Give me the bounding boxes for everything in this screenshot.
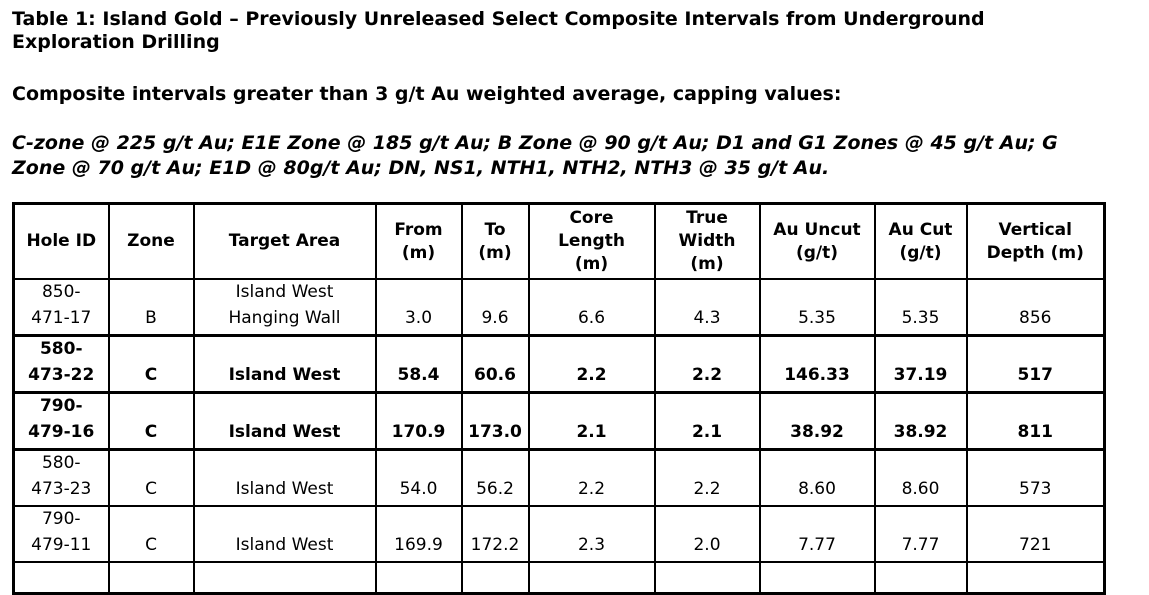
cell-zone: C <box>107 448 195 508</box>
cell-from: 58.4 <box>374 334 463 395</box>
cell-core-length: 2.2 <box>527 448 656 508</box>
cell-au-uncut: 7.77 <box>758 505 876 564</box>
cell-to: 172.2 <box>460 505 530 564</box>
cell-from: 169.9 <box>374 505 463 564</box>
table-subtitle: Composite intervals greater than 3 g/t A… <box>12 83 842 106</box>
table-row-partial-clipped <box>12 561 1106 595</box>
cell-au-uncut: 146.33 <box>758 334 876 395</box>
column-header-from: From (m) <box>374 202 463 281</box>
cell-from: 170.9 <box>374 391 463 452</box>
cell-target-area: Island West <box>192 334 377 395</box>
capping-values-note: C-zone @ 225 g/t Au; E1E Zone @ 185 g/t … <box>12 132 1058 180</box>
table-header-row: Hole ID Zone Target Area From (m) To (m)… <box>12 202 1106 281</box>
column-header-hole-id: Hole ID <box>12 202 110 281</box>
cell-target-area: Island West <box>192 505 377 564</box>
table-row: 850- 471-17 B Island West Hanging Wall 3… <box>12 278 1106 337</box>
cell-au-cut: 8.60 <box>873 448 968 508</box>
cell-true-width: 4.3 <box>653 278 761 337</box>
cell-true-width: 2.2 <box>653 448 761 508</box>
column-header-au-uncut: Au Uncut (g/t) <box>758 202 876 281</box>
cell-au-cut: 38.92 <box>873 391 968 452</box>
cell-zone: C <box>107 334 195 395</box>
cell-zone: C <box>107 391 195 452</box>
cell-core-length: 2.3 <box>527 505 656 564</box>
cell-hole-id: 580- 473-23 <box>12 448 110 508</box>
composite-intervals-table: Hole ID Zone Target Area From (m) To (m)… <box>12 202 1106 595</box>
table-row: 580- 473-22 C Island West 58.4 60.6 2.2 … <box>12 334 1106 395</box>
cell-au-uncut: 5.35 <box>758 278 876 337</box>
cell-true-width: 2.0 <box>653 505 761 564</box>
cell-au-uncut: 38.92 <box>758 391 876 452</box>
cell-hole-id: 850- 471-17 <box>12 278 110 337</box>
column-header-vertical-depth: Vertical Depth (m) <box>965 202 1106 281</box>
cell-vertical-depth: 811 <box>965 391 1106 452</box>
cell-from: 54.0 <box>374 448 463 508</box>
cell-zone: B <box>107 278 195 337</box>
cell-core-length: 6.6 <box>527 278 656 337</box>
cell-vertical-depth: 856 <box>965 278 1106 337</box>
cell-to: 56.2 <box>460 448 530 508</box>
cell-au-cut: 5.35 <box>873 278 968 337</box>
cell-hole-id: 790- 479-11 <box>12 505 110 564</box>
table-row: 790- 479-16 C Island West 170.9 173.0 2.… <box>12 391 1106 452</box>
cell-to: 9.6 <box>460 278 530 337</box>
cell-hole-id: 790- 479-16 <box>12 391 110 452</box>
cell-target-area: Island West <box>192 448 377 508</box>
cell-target-area: Island West <box>192 391 377 452</box>
cell-vertical-depth: 517 <box>965 334 1106 395</box>
cell-from: 3.0 <box>374 278 463 337</box>
cell-au-uncut: 8.60 <box>758 448 876 508</box>
cell-zone: C <box>107 505 195 564</box>
cell-hole-id: 580- 473-22 <box>12 334 110 395</box>
column-header-target-area: Target Area <box>192 202 377 281</box>
column-header-au-cut: Au Cut (g/t) <box>873 202 968 281</box>
cell-to: 60.6 <box>460 334 530 395</box>
table-row: 790- 479-11 C Island West 169.9 172.2 2.… <box>12 505 1106 564</box>
cell-core-length: 2.1 <box>527 391 656 452</box>
table-title: Table 1: Island Gold – Previously Unrele… <box>12 8 985 54</box>
cell-true-width: 2.1 <box>653 391 761 452</box>
cell-true-width: 2.2 <box>653 334 761 395</box>
column-header-to: To (m) <box>460 202 530 281</box>
column-header-core-length: Core Length (m) <box>527 202 656 281</box>
cell-to: 173.0 <box>460 391 530 452</box>
column-header-true-width: True Width (m) <box>653 202 761 281</box>
column-header-zone: Zone <box>107 202 195 281</box>
cell-vertical-depth: 573 <box>965 448 1106 508</box>
cell-core-length: 2.2 <box>527 334 656 395</box>
cell-au-cut: 7.77 <box>873 505 968 564</box>
cell-vertical-depth: 721 <box>965 505 1106 564</box>
cell-au-cut: 37.19 <box>873 334 968 395</box>
cell-target-area: Island West Hanging Wall <box>192 278 377 337</box>
table-row: 580- 473-23 C Island West 54.0 56.2 2.2 … <box>12 448 1106 508</box>
